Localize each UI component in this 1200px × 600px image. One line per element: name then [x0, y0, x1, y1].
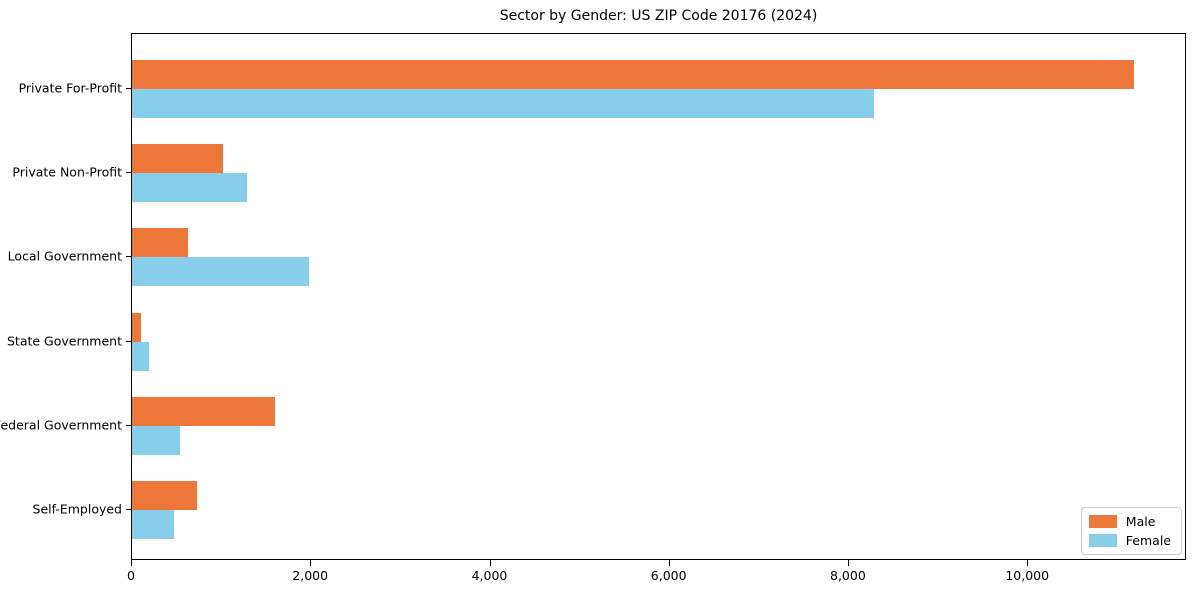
plot-area: Male Female [131, 33, 1186, 560]
legend: Male Female [1080, 507, 1182, 555]
bar-male-4 [132, 312, 141, 342]
y-tick-mark [126, 256, 131, 258]
x-tick-mark [668, 560, 670, 566]
bar-female-5 [132, 425, 181, 455]
y-tick-label: Private Non-Profit [12, 164, 122, 180]
bar-female-4 [132, 341, 149, 371]
x-tick-mark [1027, 560, 1029, 566]
bar-female-6 [132, 510, 175, 539]
legend-item-female: Female [1088, 533, 1171, 548]
x-tick-mark [131, 560, 132, 566]
y-axis-labels: Private For-Profit Private Non-Profit Loca… [0, 33, 122, 560]
legend-label-female: Female [1125, 533, 1171, 548]
x-tick-label: 10,000 [1005, 568, 1050, 583]
x-tick-label: 2,000 [292, 568, 329, 583]
x-tick-label: 0 [127, 568, 135, 583]
x-tick-label: 6,000 [650, 568, 687, 583]
legend-label-male: Male [1125, 514, 1156, 529]
x-tick-mark [310, 560, 312, 566]
bar-female-2 [132, 173, 247, 203]
y-tick-label: Self-Employed [32, 501, 122, 517]
y-tick-mark [126, 340, 131, 342]
bar-female-1 [132, 89, 874, 118]
bar-male-1 [132, 60, 1134, 89]
x-tick-mark [489, 560, 491, 566]
chart-title: Sector by Gender: US ZIP Code 20176 (202… [499, 8, 818, 24]
x-axis: 0 2,000 4,000 6,000 8,000 10,000 [127, 560, 1186, 590]
y-tick-mark [126, 509, 131, 510]
x-tick-label: 4,000 [471, 568, 508, 583]
bar-male-5 [132, 396, 275, 426]
bar-female-3 [132, 257, 309, 287]
y-tick-label: Local Government [7, 248, 122, 264]
bar-male-6 [132, 481, 197, 510]
legend-item-male: Male [1088, 514, 1171, 529]
y-tick-mark [126, 424, 131, 426]
y-tick-label: State Government [6, 333, 122, 349]
y-tick-label: Federal Government [0, 417, 122, 433]
y-tick-mark [126, 88, 131, 89]
x-tick-mark [847, 560, 849, 566]
female-swatch-icon [1088, 534, 1117, 547]
bar-male-3 [132, 228, 188, 258]
bar-male-2 [132, 144, 223, 174]
male-swatch-icon [1088, 515, 1117, 528]
y-tick-mark [126, 172, 131, 174]
x-tick-label: 8,000 [829, 568, 866, 583]
y-tick-label: Private For-Profit [18, 80, 122, 96]
